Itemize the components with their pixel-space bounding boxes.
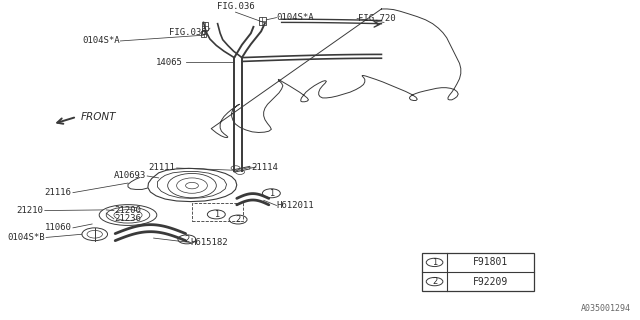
Text: FIG.720: FIG.720 [358,14,396,23]
Text: 0104S*A: 0104S*A [276,13,314,22]
Text: FRONT: FRONT [81,112,116,122]
Text: 0104S*A: 0104S*A [83,36,120,45]
Text: H615182: H615182 [191,238,228,247]
Text: 1: 1 [214,210,219,219]
Bar [422,253,534,291]
Text: F92209: F92209 [473,276,508,287]
Text: A10693: A10693 [114,172,146,180]
Text: 1: 1 [269,189,274,198]
Text: 21200: 21200 [114,206,141,215]
Text: A035001294: A035001294 [580,304,630,313]
Text: 1: 1 [432,258,437,267]
Bar [192,203,243,221]
Text: H612011: H612011 [276,201,314,210]
Text: 11060: 11060 [45,223,72,232]
Text: FIG.036: FIG.036 [217,2,254,11]
Text: 21116: 21116 [45,188,72,197]
Text: 2: 2 [236,215,241,224]
Text: 21114: 21114 [251,163,278,172]
Bar [201,31,206,37]
Bar [259,17,266,25]
Text: 21210: 21210 [17,206,44,215]
Bar [202,21,208,29]
Text: 0104S*B: 0104S*B [7,233,45,242]
Text: F91801: F91801 [473,257,508,268]
Text: 14065: 14065 [156,58,183,67]
Text: 21236: 21236 [114,214,141,223]
Text: 2: 2 [184,235,189,244]
Text: FIG.036: FIG.036 [169,28,207,37]
Text: 2: 2 [432,277,437,286]
Text: 21111: 21111 [148,164,175,172]
